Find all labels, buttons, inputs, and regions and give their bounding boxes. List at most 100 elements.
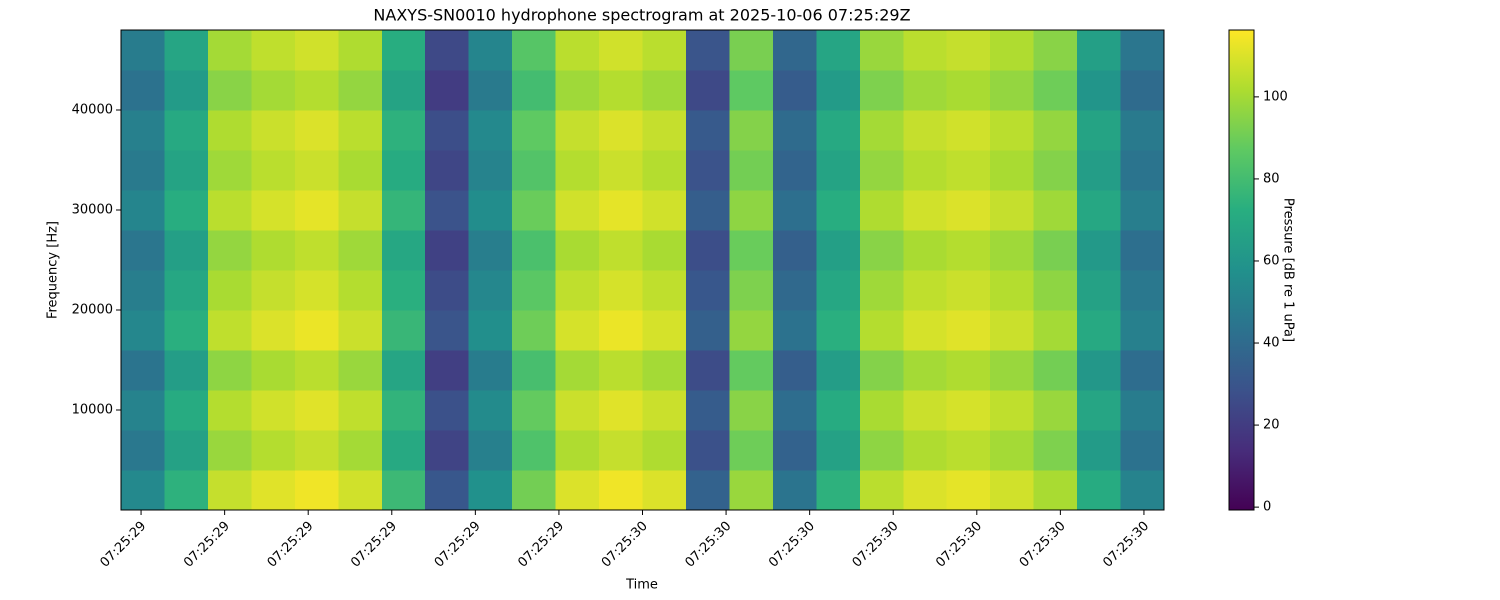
cell: [555, 390, 600, 431]
y-tick-label: 20000: [72, 303, 113, 318]
cell: [772, 350, 817, 391]
cell: [990, 150, 1035, 191]
cell: [729, 310, 774, 351]
cell: [251, 430, 296, 471]
cell: [946, 110, 991, 151]
cell: [1120, 190, 1165, 231]
cell: [338, 470, 383, 511]
cell: [381, 110, 426, 151]
x-tick-label: 07:25:29: [265, 519, 317, 571]
cell: [468, 390, 513, 431]
cell: [946, 150, 991, 191]
cell: [642, 110, 687, 151]
colorbar-tick-label: 0: [1263, 500, 1271, 515]
cell: [1077, 110, 1122, 151]
cell: [381, 310, 426, 351]
cell: [294, 350, 339, 391]
cell: [468, 310, 513, 351]
cell: [946, 470, 991, 511]
cell: [294, 150, 339, 191]
cell: [121, 230, 165, 271]
cell: [685, 470, 730, 511]
cell: [121, 270, 165, 311]
cell: [642, 350, 687, 391]
cell: [1033, 150, 1078, 191]
cell: [164, 230, 209, 271]
cell: [990, 270, 1035, 311]
cell: [121, 390, 165, 431]
cell: [381, 70, 426, 111]
cell: [685, 350, 730, 391]
cell: [859, 190, 904, 231]
cell: [772, 150, 817, 191]
cell: [729, 150, 774, 191]
cell: [164, 30, 209, 71]
cell: [512, 470, 557, 511]
cell: [1077, 350, 1122, 391]
cell: [512, 150, 557, 191]
cell: [599, 230, 643, 271]
cell: [294, 190, 339, 231]
chart-title: NAXYS-SN0010 hydrophone spectrogram at 2…: [373, 6, 910, 25]
cell: [859, 230, 904, 271]
cell: [599, 390, 643, 431]
colorbar: [1228, 29, 1255, 511]
cell: [512, 270, 557, 311]
heatmap: [121, 30, 1165, 511]
cell: [468, 230, 513, 271]
y-tick-label: 40000: [72, 103, 113, 118]
y-axis-label: Frequency [Hz]: [46, 221, 61, 319]
cell: [599, 470, 643, 511]
cell: [1077, 190, 1122, 231]
cell: [294, 270, 339, 311]
cell: [903, 190, 948, 231]
cell: [816, 390, 861, 431]
cell: [903, 430, 948, 471]
cell: [990, 190, 1035, 231]
cell: [1120, 110, 1165, 151]
cell: [642, 390, 687, 431]
x-tick-label: 07:25:30: [933, 519, 985, 571]
cell: [729, 390, 774, 431]
cell: [338, 110, 383, 151]
cell: [468, 190, 513, 231]
cell: [425, 70, 470, 111]
cell: [903, 470, 948, 511]
cell: [990, 110, 1035, 151]
x-tick-label: 07:25:30: [850, 519, 902, 571]
cell: [555, 310, 600, 351]
cell: [816, 270, 861, 311]
cell: [1077, 230, 1122, 271]
cell: [642, 430, 687, 471]
cell: [816, 310, 861, 351]
cell: [294, 390, 339, 431]
cell: [903, 230, 948, 271]
cell: [859, 70, 904, 111]
cell: [164, 70, 209, 111]
cell: [685, 230, 730, 271]
cell: [251, 110, 296, 151]
cell: [425, 110, 470, 151]
cell: [729, 30, 774, 71]
cell: [468, 350, 513, 391]
cell: [207, 270, 252, 311]
cell: [859, 150, 904, 191]
cell: [251, 230, 296, 271]
cell: [903, 70, 948, 111]
cell: [381, 270, 426, 311]
cell: [338, 230, 383, 271]
cell: [1077, 70, 1122, 111]
cell: [207, 390, 252, 431]
cell: [555, 430, 600, 471]
cell: [990, 430, 1035, 471]
cell: [903, 110, 948, 151]
cell: [642, 230, 687, 271]
cell: [207, 30, 252, 71]
colorbar-tick-label: 100: [1263, 89, 1288, 104]
cell: [1033, 390, 1078, 431]
cell: [859, 310, 904, 351]
cell: [1077, 470, 1122, 511]
cell: [685, 30, 730, 71]
cell: [946, 430, 991, 471]
cell: [425, 270, 470, 311]
